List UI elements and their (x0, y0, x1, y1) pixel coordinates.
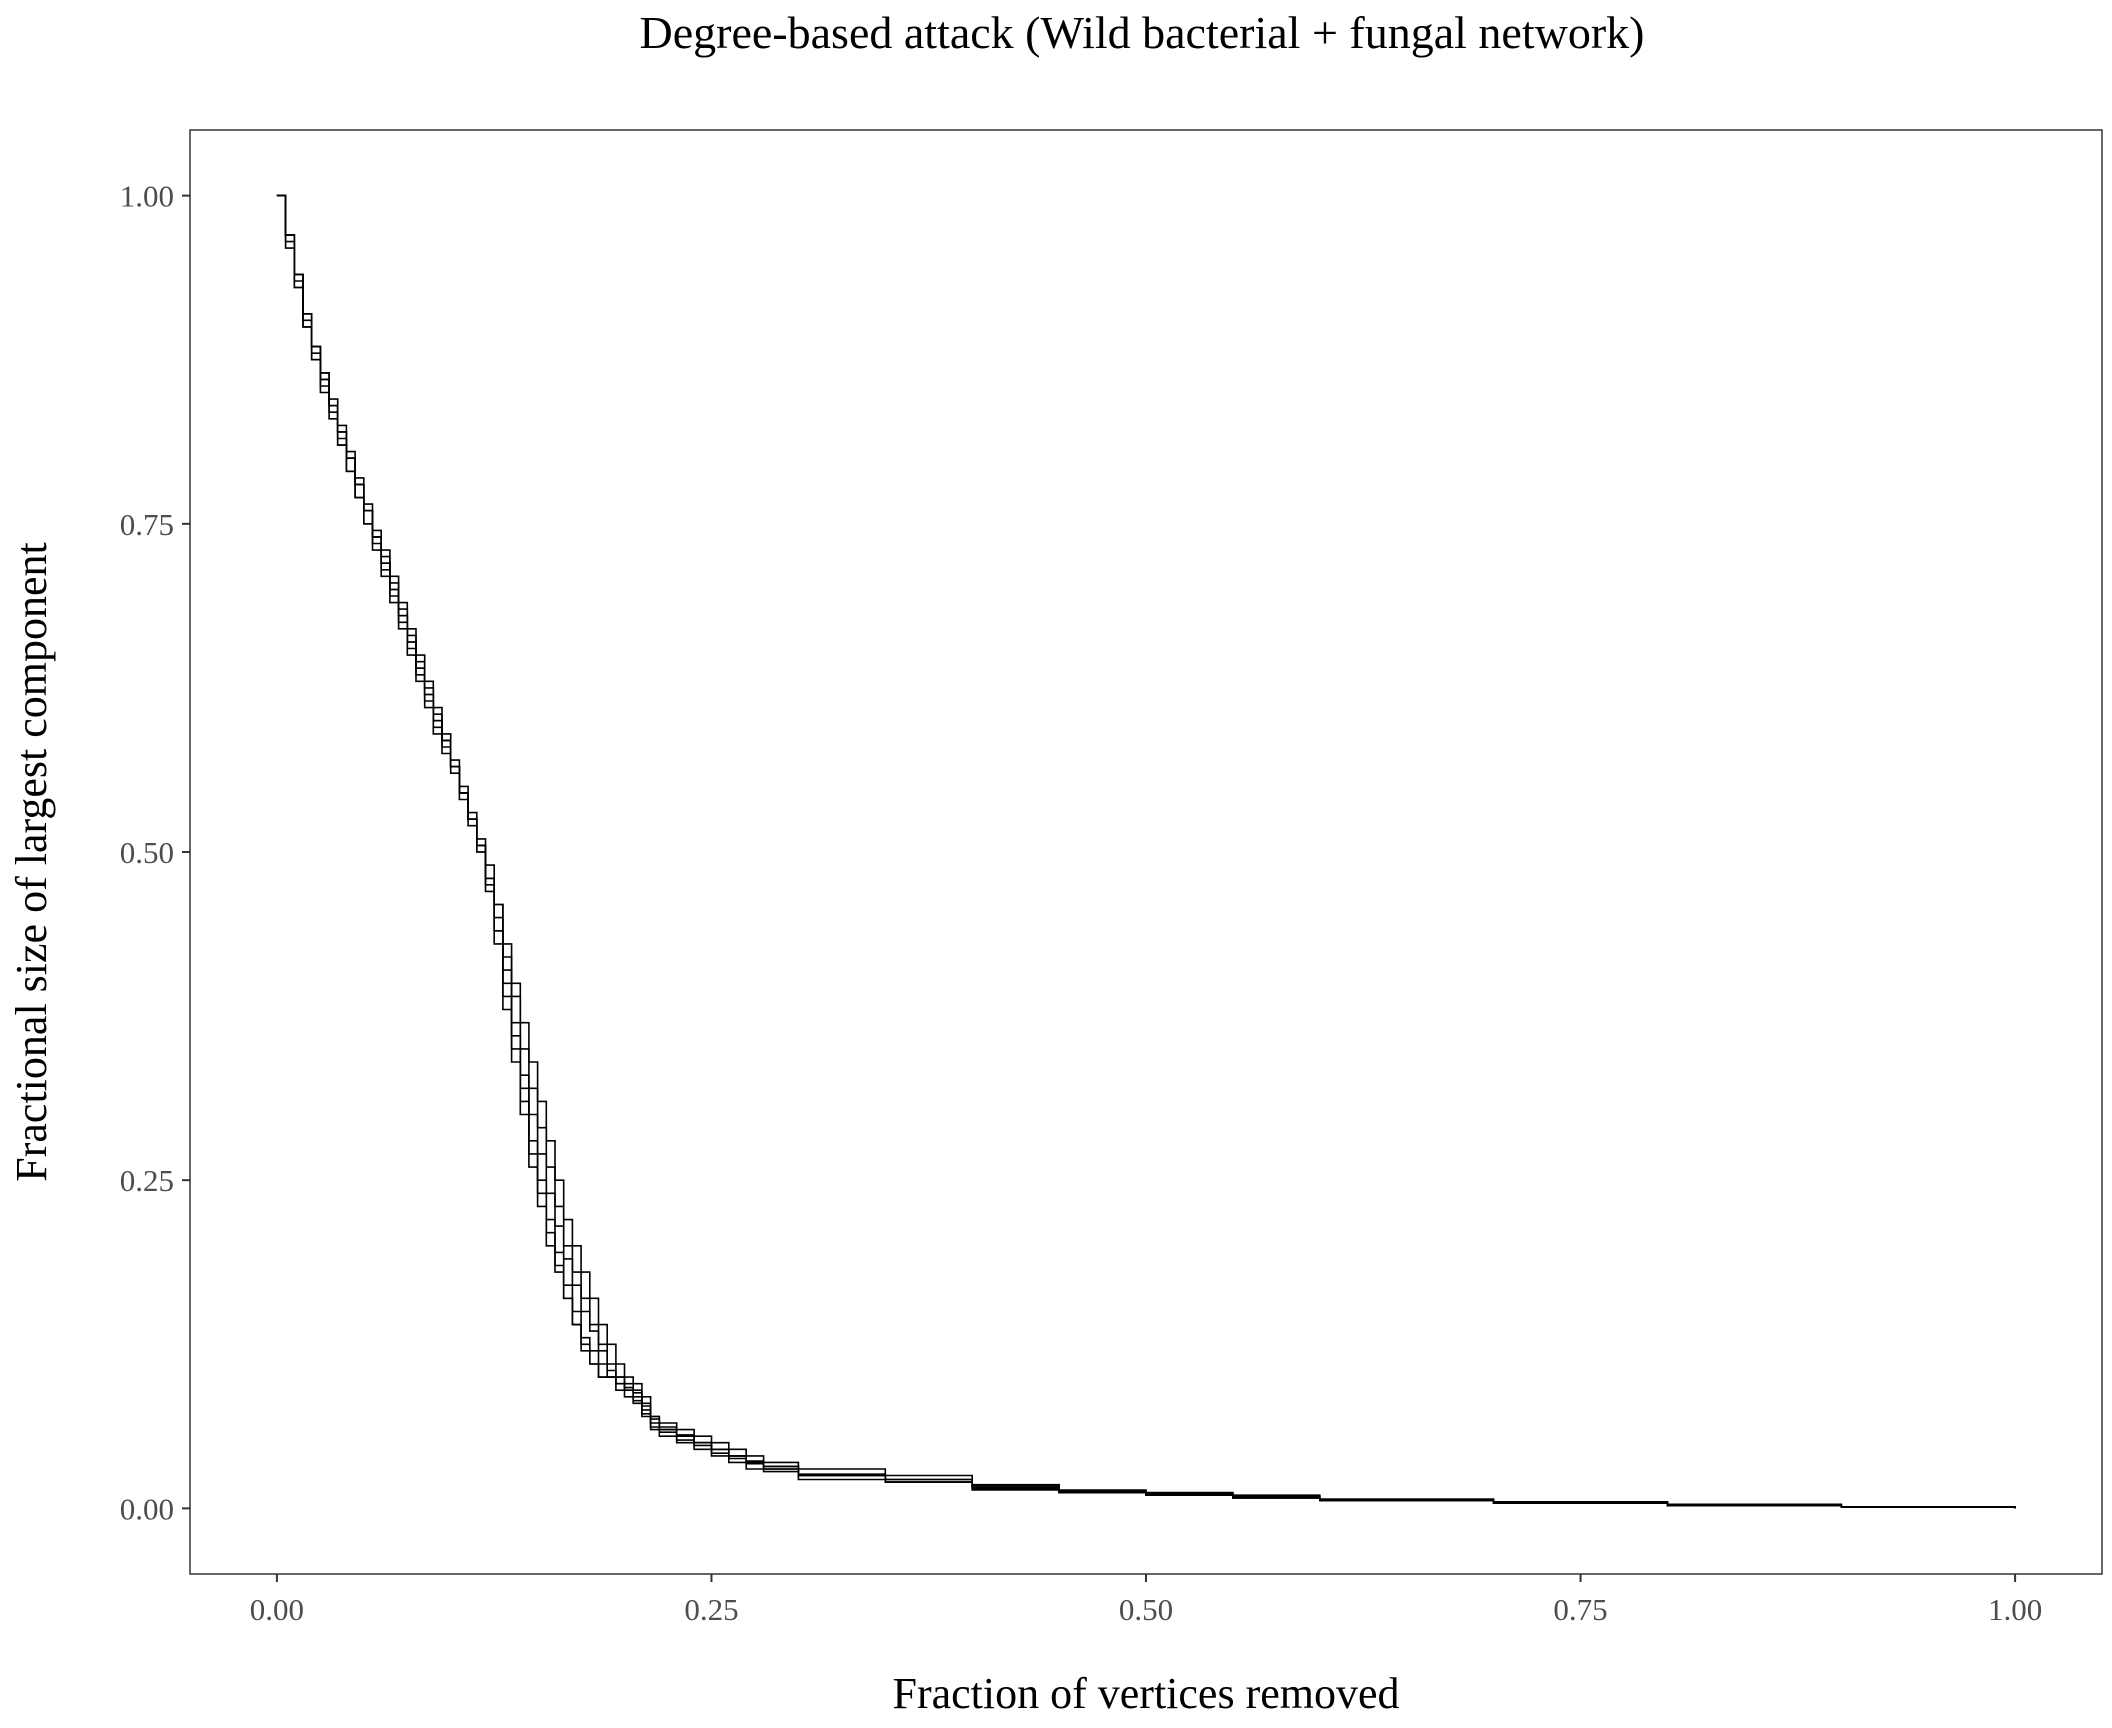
y-tick-label: 0.75 (120, 507, 174, 542)
x-tick-label: 0.50 (1119, 1592, 1173, 1627)
series-line-6 (276, 194, 2016, 1509)
series-line-2 (276, 194, 2016, 1509)
x-tick-label: 1.00 (1988, 1592, 2042, 1627)
chart-title: Degree-based attack (Wild bacterial + fu… (640, 7, 1645, 58)
y-axis-ticks: 0.00 0.25 0.50 0.75 1.00 (120, 179, 190, 1526)
series-line-5 (276, 194, 2016, 1509)
x-tick-label: 0.75 (1553, 1592, 1607, 1627)
series-line-1 (276, 194, 2016, 1509)
y-tick-label: 0.50 (120, 835, 174, 870)
y-tick-label: 1.00 (120, 179, 174, 214)
series-line-4 (276, 194, 2016, 1509)
x-tick-label: 0.00 (250, 1592, 304, 1627)
y-tick-label: 0.00 (120, 1491, 174, 1526)
x-axis-ticks: 0.00 0.25 0.50 0.75 1.00 (250, 1574, 2042, 1627)
series-group (276, 194, 2016, 1509)
y-tick-label: 0.25 (120, 1163, 174, 1198)
x-tick-label: 0.25 (684, 1592, 738, 1627)
x-axis-title: Fraction of vertices removed (892, 1669, 1399, 1718)
series-line-3 (276, 194, 2016, 1509)
y-axis-title: Fractional size of largest component (7, 542, 56, 1181)
